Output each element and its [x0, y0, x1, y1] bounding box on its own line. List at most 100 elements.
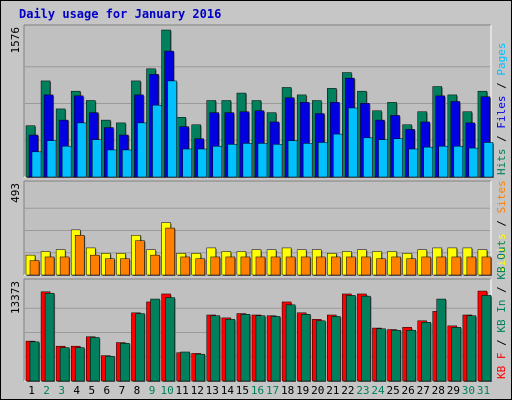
- legend-separator: /: [495, 129, 508, 149]
- chart-title: Daily usage for January 2016: [19, 7, 221, 21]
- bar-pages-day-13: [212, 145, 223, 178]
- bar-kb-in-day-18: [285, 304, 296, 382]
- bar-pages-day-9: [152, 104, 162, 178]
- bar-sites-day-16: [255, 256, 266, 276]
- day-label-1: 1: [28, 384, 35, 397]
- bar-kb-in-day-23: [361, 295, 371, 382]
- bar-pages-day-20: [317, 142, 328, 178]
- legend-separator: /: [495, 213, 508, 233]
- legend-visits: Visits: [495, 233, 508, 273]
- day-label-8: 8: [134, 384, 141, 397]
- bar-kb-in-day-29: [451, 327, 462, 382]
- bar-sites-day-10: [165, 227, 175, 276]
- day-label-19: 19: [296, 384, 309, 397]
- bar-kb-in-day-28: [436, 298, 446, 382]
- bar-pages-day-14: [227, 144, 238, 178]
- bar-pages-day-19: [302, 143, 313, 178]
- bar-sites-day-2: [44, 256, 55, 276]
- bar-pages-day-30: [468, 147, 479, 178]
- legend-separator: /: [495, 280, 508, 300]
- bar-sites-day-19: [300, 256, 311, 276]
- bar-sites-day-8: [135, 240, 145, 276]
- bar-kb-in-day-17: [270, 316, 281, 382]
- bar-pages-day-27: [423, 146, 433, 178]
- day-label-26: 26: [402, 384, 415, 397]
- day-label-31: 31: [477, 384, 490, 397]
- bar-sites-day-31: [481, 256, 492, 276]
- bar-sites-day-26: [406, 258, 416, 276]
- day-label-6: 6: [104, 384, 111, 397]
- bar-kb-in-day-14: [225, 319, 236, 382]
- bar-kb-in-day-6: [105, 356, 115, 382]
- bar-pages-day-1: [31, 151, 42, 178]
- legend-separator: /: [495, 76, 508, 96]
- day-label-30: 30: [462, 384, 475, 397]
- bar-kb-in-day-31: [481, 295, 492, 382]
- bar-sites-day-11: [180, 256, 190, 276]
- bar-kb-in-day-4: [74, 347, 85, 382]
- bar-pages-day-12: [197, 148, 207, 178]
- bar-sites-day-1: [29, 260, 40, 276]
- bar-sites-day-6: [105, 258, 115, 276]
- bar-pages-day-31: [483, 142, 494, 178]
- day-label-18: 18: [281, 384, 294, 397]
- bar-pages-day-18: [287, 140, 298, 178]
- bar-pages-day-15: [242, 143, 253, 178]
- legend-kb-in: KB In: [495, 300, 508, 333]
- bar-sites-day-24: [376, 258, 386, 276]
- bar-pages-day-10: [167, 80, 177, 178]
- day-label-21: 21: [326, 384, 339, 397]
- bar-sites-day-4: [74, 235, 85, 276]
- bar-kb-in-day-16: [255, 315, 266, 382]
- bar-kb-in-day-7: [120, 343, 130, 382]
- y-max-label: 493: [9, 183, 22, 203]
- bar-sites-day-18: [285, 256, 296, 276]
- bar-pages-day-21: [333, 133, 343, 178]
- day-label-9: 9: [149, 384, 156, 397]
- day-axis: 1 2 3 4 5 6 7 8 9 10 11 12 13 14 15 16 17 18 19 20 21 22 23 24 2…: [28, 384, 490, 397]
- day-label-12: 12: [191, 384, 204, 397]
- bar-kb-in-day-3: [59, 347, 70, 382]
- bar-sites-day-28: [436, 256, 446, 276]
- bar-sites-day-29: [451, 256, 462, 276]
- day-label-24: 24: [371, 384, 385, 397]
- bar-pages-day-16: [257, 143, 268, 178]
- bar-sites-day-12: [195, 258, 205, 276]
- bar-pages-day-8: [137, 122, 147, 178]
- bar-pages-day-3: [61, 145, 72, 178]
- day-label-7: 7: [119, 384, 126, 397]
- bar-sites-day-22: [346, 256, 356, 276]
- bar-kb-in-day-20: [315, 320, 326, 382]
- day-label-25: 25: [386, 384, 399, 397]
- bar-kb-in-day-19: [300, 314, 311, 382]
- day-label-17: 17: [266, 384, 279, 397]
- bar-pages-day-11: [182, 148, 192, 178]
- panel-bottom: 13373 KB F / KB In / KB Out: [9, 240, 508, 382]
- bar-sites-day-20: [315, 256, 326, 276]
- day-label-4: 4: [73, 384, 80, 397]
- day-label-27: 27: [417, 384, 430, 397]
- bar-sites-day-13: [210, 256, 221, 276]
- bar-sites-day-9: [150, 254, 160, 276]
- bar-pages-day-2: [46, 140, 57, 178]
- panel-middle: 493 Visits / Sites: [9, 180, 508, 276]
- bar-kb-in-day-2: [44, 292, 55, 382]
- bar-sites-day-5: [90, 254, 100, 276]
- bar-kb-in-day-30: [466, 315, 477, 382]
- bar-kb-in-day-12: [195, 353, 205, 382]
- bar-kb-in-day-25: [391, 329, 401, 382]
- day-label-20: 20: [311, 384, 324, 397]
- bar-kb-in-day-15: [240, 314, 251, 382]
- day-label-22: 22: [341, 384, 354, 397]
- bar-sites-day-21: [331, 256, 341, 276]
- bar-pages-day-26: [408, 148, 418, 178]
- day-label-23: 23: [356, 384, 369, 397]
- legend-bottom: KB F / KB In / KB Out: [495, 240, 508, 379]
- y-max-label: 13373: [9, 281, 22, 314]
- bar-pages-day-22: [348, 107, 358, 178]
- panel-top: 1576 Hits / Files / Pages: [9, 24, 508, 178]
- legend-sites: Sites: [495, 180, 508, 213]
- bar-sites-day-15: [240, 256, 251, 276]
- bar-pages-day-17: [272, 144, 283, 178]
